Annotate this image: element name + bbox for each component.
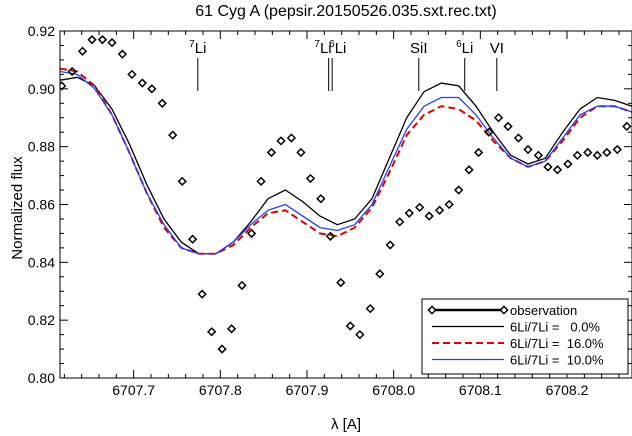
observation-point xyxy=(207,327,217,337)
observation-point xyxy=(256,176,266,187)
y-tick-label: 0.80 xyxy=(28,370,55,386)
x-axis-label: λ [A] xyxy=(331,416,361,433)
observation-point xyxy=(622,121,632,132)
observation-point xyxy=(336,277,346,288)
observation-point xyxy=(325,231,336,241)
observation-point xyxy=(67,66,77,77)
observation-point xyxy=(612,144,622,155)
x-tick-label: 6708.2 xyxy=(546,382,589,398)
model-line-2 xyxy=(60,67,632,255)
observation-point xyxy=(246,228,257,239)
x-tick-label: 6707.7 xyxy=(112,382,155,398)
observation-point xyxy=(415,202,425,213)
observation-point xyxy=(355,329,365,340)
observation-point xyxy=(424,211,434,221)
observation-point xyxy=(286,133,297,143)
legend-entry: observation xyxy=(427,303,577,318)
plot-area xyxy=(60,35,632,354)
legend-entry: 6Li/7Li = 0.0% xyxy=(432,320,600,335)
legend-marker xyxy=(427,305,437,315)
legend-entry: 6Li/7Li = 16.0% xyxy=(432,336,604,351)
line-marker-label: 7Li xyxy=(314,39,331,57)
model-line-3 xyxy=(60,70,632,255)
observation-point xyxy=(503,121,513,132)
observation-point xyxy=(226,324,237,334)
legend: observation 6Li/7Li = 0.0%6Li/7Li = 16.0%… xyxy=(421,298,629,375)
x-tick-label: 6708.1 xyxy=(459,382,502,398)
observation-point xyxy=(375,269,385,279)
observation-point xyxy=(117,49,128,59)
observation-point xyxy=(464,165,474,175)
observation-point xyxy=(237,280,247,291)
observation-point xyxy=(276,136,286,146)
y-tick-label: 0.82 xyxy=(28,312,55,328)
x-tick-label: 6707.9 xyxy=(286,382,329,398)
legend-entry: 6Li/7Li = 10.0% xyxy=(432,353,604,368)
observation-point xyxy=(217,344,227,354)
observation-point xyxy=(147,84,157,94)
observation-point xyxy=(484,127,494,137)
line-marker-label: 7Li xyxy=(189,39,206,57)
observation-point xyxy=(552,165,563,175)
observation-point xyxy=(444,199,454,210)
observation-point xyxy=(602,147,612,158)
y-axis-label: Normalized flux xyxy=(9,156,26,260)
observation-point xyxy=(454,185,464,195)
legend-label: 6Li/7Li = 10.0% xyxy=(510,353,604,368)
y-tick-label: 0.88 xyxy=(28,139,55,155)
observation-point xyxy=(385,240,395,250)
observation-point xyxy=(395,217,405,227)
line-marker-label: 6Li xyxy=(329,39,346,57)
axes: 6707.7 6707.8 6707.9 6708.0 6708.1 6708.2 0.80… xyxy=(28,23,632,398)
y-tick-label: 0.90 xyxy=(28,81,55,97)
observation-point xyxy=(592,150,602,161)
observation-point xyxy=(523,144,533,155)
observation-point xyxy=(513,133,524,143)
y-tick-label: 0.92 xyxy=(28,23,55,39)
y-tick-label: 0.86 xyxy=(28,197,55,213)
line-marker-label: 6Li xyxy=(456,39,473,57)
observation-point xyxy=(137,78,147,88)
observation-point xyxy=(583,147,593,158)
observation-point xyxy=(316,194,326,204)
observation-point xyxy=(107,37,117,48)
observation-point xyxy=(87,35,97,45)
x-tick-label: 6708.0 xyxy=(372,382,415,398)
model-line-1 xyxy=(60,76,632,255)
observation-point xyxy=(266,147,277,158)
legend-label: 6Li/7Li = 0.0% xyxy=(510,320,600,335)
observation-point xyxy=(296,147,306,158)
x-tick-label: 6707.8 xyxy=(199,382,242,398)
observation-point xyxy=(187,234,198,244)
observation-point xyxy=(345,321,355,331)
observation-point xyxy=(197,289,207,299)
observation-point xyxy=(305,173,316,184)
observation-point xyxy=(177,176,187,187)
chart-title: 61 Cyg A (pepsir.20150526.035.sxt.rec.tx… xyxy=(195,3,497,20)
observation-point xyxy=(127,69,137,80)
legend-label: 6Li/7Li = 16.0% xyxy=(510,336,604,351)
observation-point xyxy=(473,147,484,158)
observation-point xyxy=(60,81,67,91)
observation-point xyxy=(563,159,573,169)
observation-point xyxy=(434,205,445,215)
observation-point xyxy=(365,303,375,314)
line-marker-label: SiI xyxy=(410,40,428,57)
legend-marker xyxy=(499,305,509,315)
line-marker-label: VI xyxy=(490,40,504,57)
observation-point xyxy=(157,98,167,108)
observation-point xyxy=(168,130,178,140)
y-tick-label: 0.84 xyxy=(28,254,55,270)
observation-point xyxy=(543,162,553,172)
legend-box xyxy=(421,298,629,375)
observation-point xyxy=(404,208,414,218)
observation-point xyxy=(533,150,544,161)
observation-point xyxy=(77,46,88,56)
observation-point xyxy=(572,150,583,161)
observation-point xyxy=(493,113,504,123)
observation-point xyxy=(97,35,108,45)
legend-label: observation xyxy=(510,303,577,318)
